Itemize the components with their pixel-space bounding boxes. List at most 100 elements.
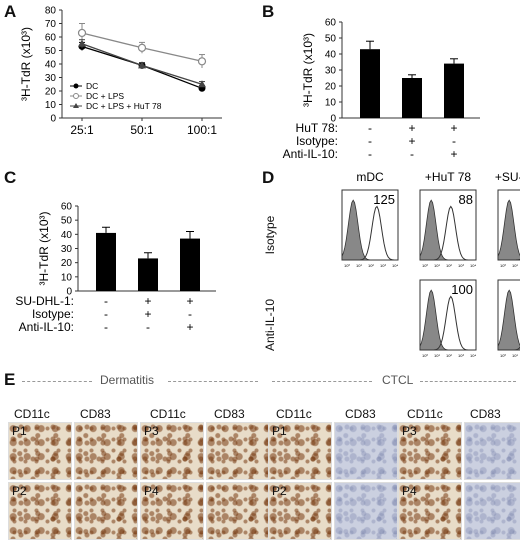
y-tick-label: 20 [61,258,73,269]
data-point [137,43,147,52]
group-dermatitis: Dermatitis [100,373,155,387]
axis-tick-label: 10³ [458,263,464,268]
cd83-stain-image [464,422,520,480]
panel-letter-a: A [4,2,17,21]
bar [96,232,116,291]
y-tick-label: 60 [45,33,57,44]
condition-mark: - [368,134,372,148]
condition-mark: - [368,121,372,135]
head-cd11c-1: CD11c [14,407,50,421]
axis-tick-label: 10⁰ [500,263,506,268]
condition-mark: - [146,320,150,334]
cd83-stain-image [206,422,270,480]
panel-letter-c: C [4,168,17,187]
y-tick-label: 0 [50,114,56,125]
marker-histogram [498,258,520,261]
y-tick-label: 20 [325,82,337,93]
condition-label: SU-DHL-1: [15,294,74,308]
panel-d-flow-grid: Isotype Anti-IL-10 mDC+HuT 78+SU-DHL-112… [262,168,520,368]
axis-tick-label: 10¹ [434,353,440,358]
panel-e-histology: Dermatitis CTCL CD11c CD83 CD11c CD83 CD… [0,370,520,540]
cd11c-stain-image: P2 [8,482,72,540]
patient-label: P4 [402,484,417,498]
condition-mark: - [104,307,108,321]
panel-a-line-chart: 0 10 20 30 40 50 60 70 80 25:1 50:1 100:1 ³H-TdR (x1… [19,6,222,137]
condition-mark: - [104,320,108,334]
y-tick-label: 30 [325,66,337,77]
axis-tick-label: 10³ [458,353,464,358]
legend-marker [73,83,79,89]
y-axis-label: ³H-TdR (x10³) [19,27,33,101]
head-cd11c-4: CD11c [407,407,443,421]
axis-tick-label: 10² [446,263,452,268]
y-tick-label: 30 [45,73,57,84]
y-tick-label: 10 [61,272,73,283]
axis-tick-label: 10¹ [512,353,518,358]
bar [138,258,158,291]
legend-marker [73,93,79,99]
y-tick-label: 40 [325,50,337,61]
axis-tick-label: 10⁰ [344,263,350,268]
y-tick-label: 40 [45,60,57,71]
y-tick-label: 50 [45,46,57,57]
patient-label: P2 [12,484,27,498]
patient-label: P3 [144,424,159,438]
condition-mark: + [408,121,415,135]
flow-col-header: +SU-DHL-1 [495,170,520,184]
cd11c-stain-image: P1 [8,422,72,480]
marker-histogram [420,295,476,351]
axis-tick-label: 10² [446,353,452,358]
mfi-value: 100 [451,282,473,297]
legend-label: DC + LPS + HuT 78 [86,101,162,111]
cd11c-stain-image: P1 [268,422,332,480]
axis-tick-label: 10⁴ [392,263,398,268]
flow-histograms: mDC +HuT 78 +SU-DHL-1 125 10⁰ 10¹ 10² 10³ 10⁴ 88 1… [341,170,520,358]
axis-tick-label: 10¹ [512,263,518,268]
y-tick-label: 40 [61,230,73,241]
condition-mark: - [410,147,414,161]
panel-letter-d: D [262,168,275,187]
y-axis-label: ³H-TdR (x10³) [37,211,51,285]
patient-label: P1 [272,424,287,438]
condition-label: HuT 78: [296,121,338,135]
condition-label: Isotype: [32,307,74,321]
condition-mark: + [186,294,193,308]
panel-letter-e: E [4,370,16,389]
cd11c-stain-image: P3 [140,422,204,480]
condition-label: Anti-IL-10: [19,320,74,334]
cd83-stain-image [74,422,138,480]
y-axis-label: ³H-TdR (x10³) [301,33,315,107]
head-cd11c-2: CD11c [150,407,186,421]
condition-mark: + [450,147,457,161]
flow-col-header: +HuT 78 [425,170,471,184]
group-ctcl: CTCL [382,373,414,387]
cd11c-stain-image: P4 [398,482,462,540]
condition-label: Anti-IL-10: [283,147,338,161]
mfi-value: 125 [373,192,395,207]
data-point [77,28,87,38]
cd83-stain-image [334,482,398,540]
isotype-histogram [497,199,520,261]
condition-mark: + [186,320,193,334]
axis-tick-label: 10⁰ [500,353,506,358]
isotype-histogram [341,199,398,261]
y-tick-label: 10 [45,100,57,111]
y-tick-label: 50 [325,34,337,45]
marker-histogram [342,205,399,261]
axis-tick-label: 10⁰ [422,353,428,358]
head-cd11c-3: CD11c [276,407,312,421]
axis-tick-label: 10¹ [356,263,362,268]
y-tick-label: 60 [325,18,337,29]
condition-mark: - [188,307,192,321]
legend-label: DC [86,81,98,91]
bar [402,78,422,118]
data-point [197,57,207,66]
axis-tick-label: 10⁴ [470,353,476,358]
bar [444,63,464,118]
condition-mark: + [450,121,457,135]
y-tick-label: 0 [330,114,336,125]
head-cd83-4: CD83 [470,407,501,421]
patient-label: P4 [144,484,159,498]
